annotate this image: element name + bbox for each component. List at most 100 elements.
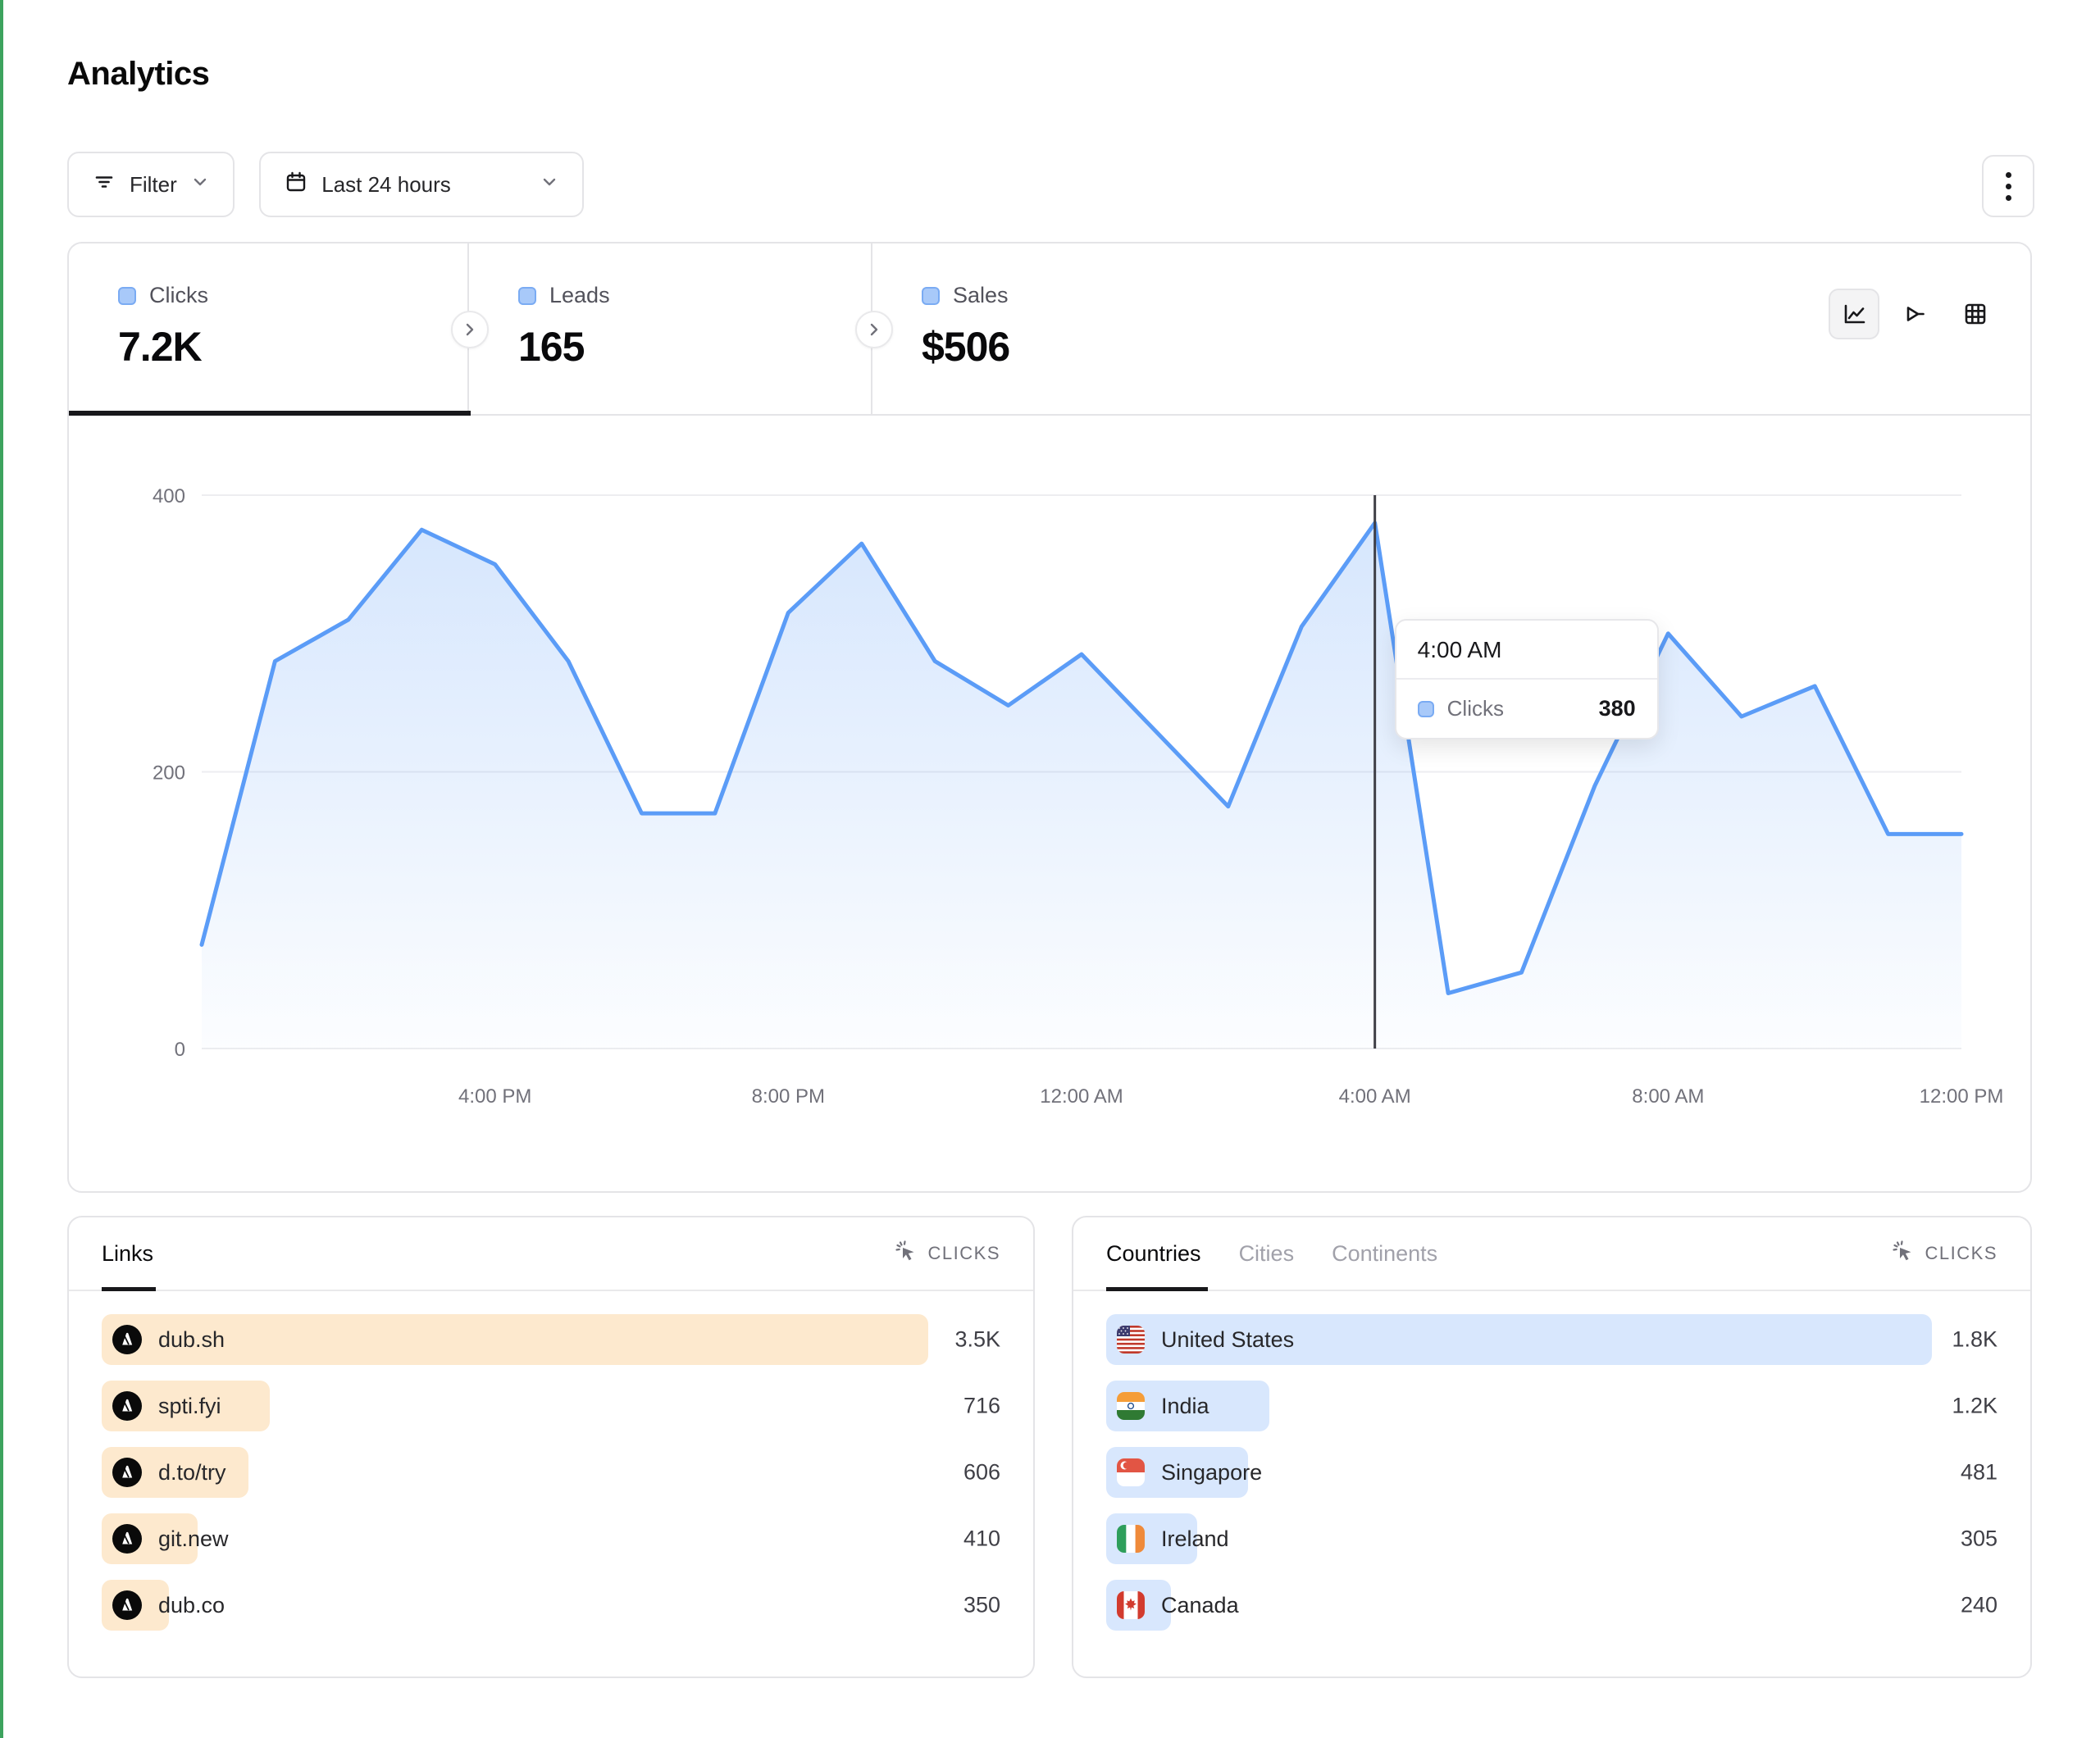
clicks-chart[interactable]: 0 200 400 4:00 PM 8:00 PM 12:00 AM 4:00 AM 8:00… bbox=[69, 416, 2030, 1191]
svg-text:12:00 PM: 12:00 PM bbox=[1920, 1085, 2004, 1108]
active-tab-indicator bbox=[1106, 1287, 1208, 1291]
calendar-icon bbox=[284, 170, 308, 200]
country-clicks-value: 481 bbox=[1960, 1459, 1998, 1485]
cycle-metric-button[interactable] bbox=[855, 311, 893, 348]
link-clicks-value: 3.5K bbox=[954, 1326, 1000, 1352]
analytics-card: Clicks 7.2K Leads 165 Sales $506 bbox=[67, 242, 2032, 1193]
clicks-count: 7.2K bbox=[118, 324, 203, 370]
svg-text:0: 0 bbox=[175, 1039, 185, 1061]
chart-mode-switcher bbox=[1829, 289, 2001, 339]
line-chart-view-button[interactable] bbox=[1829, 289, 1879, 339]
line-chart-icon bbox=[1844, 304, 1865, 324]
country-clicks-value: 1.2K bbox=[1952, 1393, 1998, 1418]
analytics-toolbar: Filter Last 24 hours bbox=[67, 152, 2034, 217]
funnel-icon bbox=[1906, 307, 1925, 321]
svg-text:400: 400 bbox=[153, 485, 185, 507]
country-clicks-value: 240 bbox=[1960, 1592, 1998, 1617]
tab-links[interactable]: Links bbox=[102, 1240, 154, 1266]
country-row[interactable]: Ireland 305 bbox=[1106, 1513, 1998, 1564]
kebab-menu-icon bbox=[2005, 171, 2011, 178]
tab-countries[interactable]: Countries bbox=[1106, 1240, 1201, 1266]
country-row[interactable]: Canada 240 bbox=[1106, 1580, 1998, 1631]
clicks-bar-fill bbox=[1106, 1314, 1932, 1365]
country-label: Canada bbox=[1161, 1592, 1239, 1617]
country-label: Ireland bbox=[1161, 1526, 1229, 1551]
country-flag-icon bbox=[1117, 1458, 1145, 1486]
tooltip-value: 380 bbox=[1598, 696, 1636, 721]
window-edge-accent bbox=[0, 0, 3, 1738]
dub-logo-icon bbox=[112, 1590, 142, 1620]
link-label: dub.co bbox=[158, 1592, 225, 1617]
filter-button-label: Filter bbox=[130, 171, 177, 197]
cycle-metric-button[interactable] bbox=[451, 311, 489, 348]
link-clicks-value: 410 bbox=[963, 1526, 1000, 1551]
svg-text:4:00 AM: 4:00 AM bbox=[1339, 1085, 1411, 1108]
sales-amount: $506 bbox=[922, 324, 1010, 370]
svg-text:4:00 PM: 4:00 PM bbox=[458, 1085, 531, 1108]
countries-panel: Countries Cities Continents CLICKS Unite… bbox=[1072, 1216, 2032, 1678]
country-row[interactable]: India 1.2K bbox=[1106, 1381, 1998, 1431]
tab-continents[interactable]: Continents bbox=[1332, 1240, 1438, 1266]
country-clicks-value: 1.8K bbox=[1952, 1326, 1998, 1352]
table-grid-icon bbox=[1965, 303, 1986, 325]
cursor-click-icon bbox=[1891, 1239, 1916, 1268]
page-title: Analytics bbox=[67, 56, 210, 92]
tab-sales[interactable]: Sales $506 bbox=[872, 243, 1299, 414]
tab-clicks[interactable]: Clicks 7.2K bbox=[69, 243, 471, 416]
active-tab-indicator bbox=[102, 1287, 156, 1291]
link-label: git.new bbox=[158, 1526, 229, 1551]
links-panel: Links CLICKS dub.sh 3.5K spti.fyi 716 bbox=[67, 1216, 1035, 1678]
chevron-right-icon bbox=[870, 323, 878, 336]
dub-logo-icon bbox=[112, 1524, 142, 1554]
metric-column-header: CLICKS bbox=[1925, 1243, 1998, 1263]
metric-label: Leads bbox=[549, 283, 610, 307]
country-flag-icon bbox=[1117, 1326, 1145, 1354]
chevron-down-icon bbox=[190, 172, 210, 198]
country-row[interactable]: United States 1.8K bbox=[1106, 1314, 1998, 1365]
clicks-bar-fill bbox=[102, 1314, 929, 1365]
filter-lines-icon bbox=[92, 170, 116, 200]
chevron-right-icon bbox=[466, 323, 474, 336]
country-flag-icon bbox=[1117, 1525, 1145, 1553]
clicks-series-badge bbox=[118, 286, 136, 305]
links-list: dub.sh 3.5K spti.fyi 716 d.to/try 606 gi… bbox=[69, 1291, 1033, 1631]
country-flag-icon bbox=[1117, 1392, 1145, 1420]
funnel-view-button[interactable] bbox=[1889, 289, 1940, 339]
link-row[interactable]: d.to/try 606 bbox=[102, 1447, 1000, 1498]
link-clicks-value: 350 bbox=[963, 1592, 1000, 1617]
metric-tabs: Clicks 7.2K Leads 165 Sales $506 bbox=[69, 243, 2030, 416]
countries-list: United States 1.8K India 1.2K Singapore … bbox=[1073, 1291, 2030, 1631]
country-clicks-value: 305 bbox=[1960, 1526, 1998, 1551]
country-label: Singapore bbox=[1161, 1459, 1263, 1485]
chart-tooltip: 4:00 AM Clicks 380 bbox=[1394, 619, 1659, 739]
tab-leads[interactable]: Leads 165 bbox=[469, 243, 872, 414]
country-label: India bbox=[1161, 1393, 1209, 1418]
dub-logo-icon bbox=[112, 1391, 142, 1421]
metric-label: Clicks bbox=[149, 283, 208, 307]
cursor-click-icon bbox=[894, 1239, 918, 1268]
table-view-button[interactable] bbox=[1950, 289, 2001, 339]
dub-logo-icon bbox=[112, 1458, 142, 1487]
date-range-button[interactable]: Last 24 hours bbox=[259, 152, 585, 217]
filter-button[interactable]: Filter bbox=[67, 152, 235, 217]
link-label: spti.fyi bbox=[158, 1393, 221, 1418]
link-row[interactable]: dub.sh 3.5K bbox=[102, 1314, 1000, 1365]
sales-series-badge bbox=[922, 286, 940, 305]
date-range-label: Last 24 hours bbox=[321, 171, 451, 197]
chevron-down-icon bbox=[540, 172, 559, 198]
link-label: dub.sh bbox=[158, 1326, 225, 1352]
link-clicks-value: 716 bbox=[963, 1393, 1000, 1418]
active-tab-indicator bbox=[69, 411, 471, 416]
link-row[interactable]: git.new 410 bbox=[102, 1513, 1000, 1564]
clicks-series-badge bbox=[1417, 700, 1434, 717]
tab-cities[interactable]: Cities bbox=[1238, 1240, 1295, 1266]
more-options-button[interactable] bbox=[1982, 155, 2034, 217]
link-clicks-value: 606 bbox=[963, 1459, 1000, 1485]
metric-column-header: CLICKS bbox=[927, 1243, 1000, 1263]
svg-text:200: 200 bbox=[153, 762, 185, 785]
link-row[interactable]: spti.fyi 716 bbox=[102, 1381, 1000, 1431]
country-row[interactable]: Singapore 481 bbox=[1106, 1447, 1998, 1498]
country-label: United States bbox=[1161, 1326, 1295, 1352]
link-row[interactable]: dub.co 350 bbox=[102, 1580, 1000, 1631]
dub-logo-icon bbox=[112, 1325, 142, 1354]
